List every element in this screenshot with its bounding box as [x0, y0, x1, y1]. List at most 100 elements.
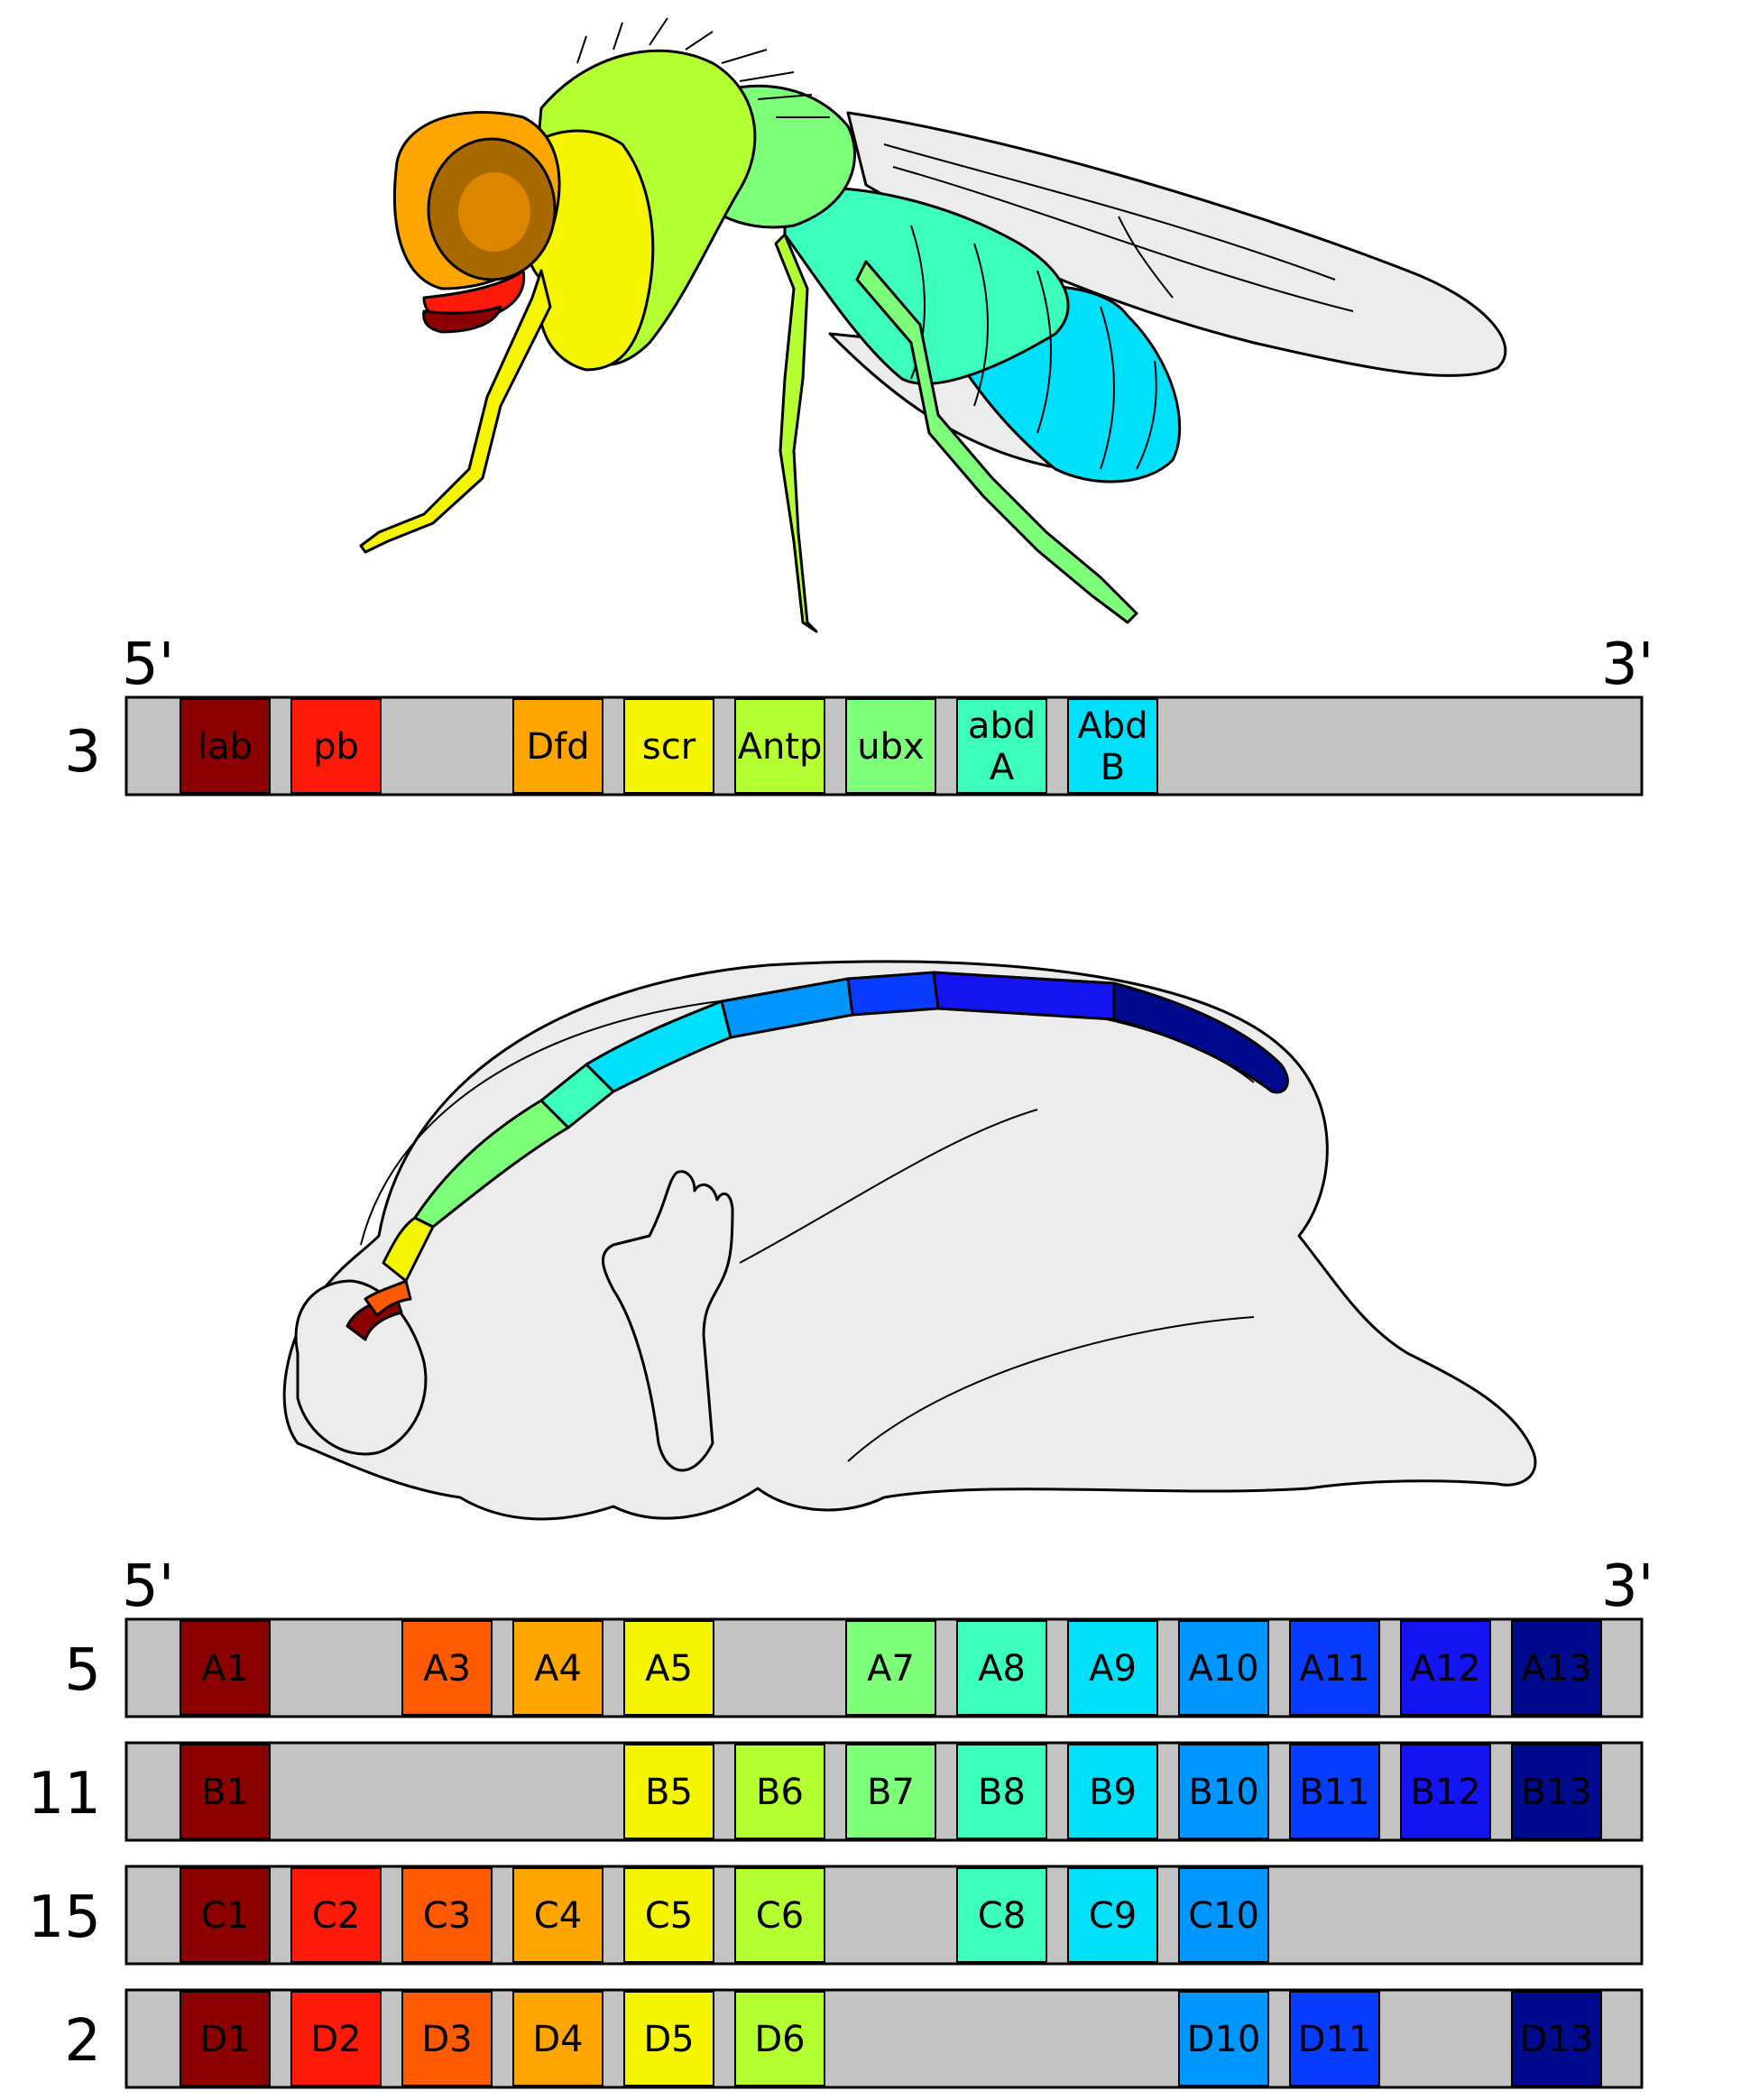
fly-gene-label: pb — [313, 726, 359, 768]
fly-3prime-label: 3' — [1601, 631, 1653, 698]
chromosome-row: 11 B1 B5 B6 B7 B8 B9 B10 B11 B12 B13 — [28, 1741, 1644, 1842]
hox-gene-box — [180, 1867, 271, 1963]
hox-gene-label: D13 — [1520, 2019, 1594, 2060]
hox-gene-label: D10 — [1187, 2019, 1261, 2060]
hox-gene-box — [956, 1620, 1047, 1716]
chromosome-number: 2 — [64, 2008, 101, 2075]
hox-gene-box — [1067, 1744, 1158, 1839]
fly-gene-label: B — [1101, 747, 1125, 788]
hox-gene-label: A13 — [1521, 1648, 1591, 1690]
hox-gene-box — [734, 1744, 825, 1839]
hox-gene-box — [845, 1744, 936, 1839]
hox-gene-box — [623, 1867, 714, 1963]
hox-gene-label: B8 — [978, 1772, 1026, 1813]
hox-gene-label: A11 — [1299, 1648, 1369, 1690]
hox-gene-label: A3 — [423, 1648, 471, 1690]
fly-illustration — [359, 17, 1507, 633]
embryo-body — [282, 960, 1537, 1521]
fly-gene-box — [1067, 698, 1158, 794]
hox-gene-box — [1178, 1744, 1269, 1839]
fly-eye-highlight — [458, 172, 530, 252]
fly-midleg — [774, 233, 818, 633]
hox-gene-box — [401, 1867, 493, 1963]
fly-wing — [846, 111, 1507, 377]
hox-gene-label: A5 — [645, 1648, 693, 1690]
hox-gene-label: A1 — [201, 1648, 249, 1690]
hox-gene-box — [1511, 1744, 1602, 1839]
hox-gene-box — [1400, 1744, 1491, 1839]
hox-gene-box — [734, 1991, 825, 2086]
fly-gene-label: Abd — [1077, 705, 1147, 747]
spine-seg-10 — [1112, 981, 1289, 1094]
fly-gene-box — [512, 698, 603, 794]
hox-gene-box — [623, 1620, 714, 1716]
hox-gene-box — [180, 1620, 271, 1716]
hox-gene-box — [1289, 1991, 1380, 2086]
hox-gene-box — [512, 1620, 603, 1716]
hox-gene-label: C1 — [201, 1895, 249, 1937]
hox-gene-label: B5 — [645, 1772, 693, 1813]
hox-gene-box — [1511, 1620, 1602, 1716]
hox-gene-box — [512, 1991, 603, 2086]
hox-gene-box — [734, 1867, 825, 1963]
fly-bristles — [576, 17, 830, 118]
fly-gene-box — [956, 698, 1047, 794]
hox-gene-label: C2 — [312, 1895, 360, 1937]
hox-gene-box — [512, 1867, 603, 1963]
fly-gene-box — [623, 698, 714, 794]
hox-gene-label: B9 — [1089, 1772, 1137, 1813]
hox-gene-label: C4 — [534, 1895, 582, 1937]
hox-gene-box — [401, 1620, 493, 1716]
fly-hindleg — [855, 260, 1138, 624]
hox-gene-label: D6 — [754, 2019, 805, 2060]
hox-gene-label: B1 — [201, 1772, 249, 1813]
hox-gene-label: D11 — [1298, 2019, 1372, 2060]
fly-foreleg — [359, 269, 552, 554]
hox-gene-box — [845, 1620, 936, 1716]
hox-gene-box — [180, 1991, 271, 2086]
hox-gene-label: B7 — [867, 1772, 915, 1813]
hox-gene-label: D4 — [532, 2019, 583, 2060]
hox-gene-box — [1289, 1744, 1380, 1839]
chromosome-number: 11 — [28, 1761, 101, 1828]
hox-gene-box — [180, 1744, 271, 1839]
hox-gene-box — [1400, 1620, 1491, 1716]
spine-seg-2 — [364, 1279, 412, 1317]
human-clusters: 5' 3' 5 A1 A3 A4 A5 A7 A8 A9 A10 A11 A12 A13 11 B1 B5 B… — [28, 1553, 1653, 2089]
fly-wing-vein — [883, 143, 1354, 312]
hox-gene-label: B10 — [1188, 1772, 1258, 1813]
hox-gene-label: A4 — [534, 1648, 582, 1690]
fly-labium — [422, 305, 502, 334]
hox-gene-label: C10 — [1188, 1895, 1259, 1937]
chromosome-row: 2 D1 D2 D3 D4 D5 D6 D10 D11 D13 — [64, 1988, 1644, 2089]
hox-gene-box — [956, 1744, 1047, 1839]
embryo-hand — [601, 1170, 734, 1472]
fly-gene-label: abd — [968, 705, 1036, 747]
chromosome-row: 15 C1 C2 C3 C4 C5 C6 C8 C9 C10 — [28, 1865, 1644, 1966]
hox-gene-label: D3 — [421, 2019, 472, 2060]
fly-gene-box — [845, 698, 936, 794]
fly-gene-box — [734, 698, 825, 794]
hox-gene-box — [1178, 1867, 1269, 1963]
hox-gene-box — [623, 1991, 714, 2086]
hox-gene-box — [956, 1867, 1047, 1963]
fly-gene-label: A — [990, 747, 1015, 788]
fly-chromosome-number: 3 — [64, 719, 101, 786]
chromosome-number: 5 — [64, 1637, 101, 1704]
hox-gene-label: B6 — [756, 1772, 804, 1813]
hox-gene-label: C5 — [645, 1895, 693, 1937]
hox-gene-box — [290, 1867, 382, 1963]
hox-gene-label: C6 — [756, 1895, 804, 1937]
spine-seg-1 — [345, 1297, 403, 1341]
fly-gene-label: Dfd — [526, 726, 589, 768]
chromosome-row: 5 A1 A3 A4 A5 A7 A8 A9 A10 A11 A12 A13 — [64, 1617, 1644, 1718]
hox-gene-label: D5 — [643, 2019, 694, 2060]
hox-gene-box — [1178, 1620, 1269, 1716]
human-embryo-illustration — [282, 960, 1537, 1521]
spine-seg-8 — [846, 971, 940, 1017]
hox-gene-label: B11 — [1299, 1772, 1369, 1813]
hox-gene-label: A8 — [978, 1648, 1026, 1690]
hox-gene-label: C3 — [423, 1895, 471, 1937]
